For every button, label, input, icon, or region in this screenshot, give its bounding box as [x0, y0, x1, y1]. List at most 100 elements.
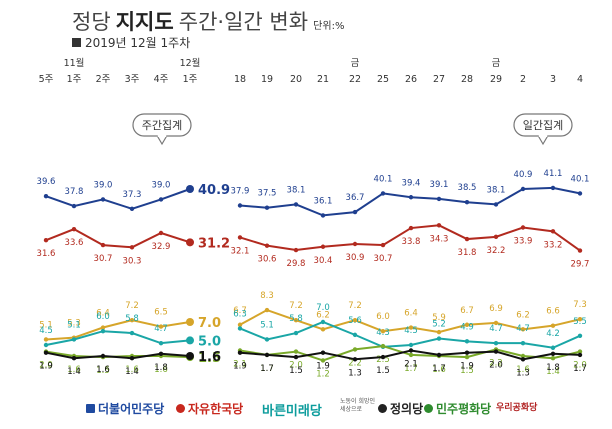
daily-value-label-0-8: 38.5 [458, 183, 477, 193]
legend-item-1: 자유한국당 [176, 400, 243, 417]
daily-value-label-1-4: 30.9 [346, 253, 365, 263]
daily-value-label-4-6: 1.7 [404, 364, 418, 374]
daily-value-label-3-5: 4.3 [376, 328, 390, 338]
daily-value-label-0-12: 40.1 [571, 174, 590, 184]
daily-value-label-4-0: 2.1 [233, 360, 247, 370]
daily-value-label-4-8: 1.5 [460, 366, 474, 376]
daily-point-5-5 [380, 354, 386, 360]
weekly-cat-top-5: 12월 [180, 57, 201, 69]
weekly-point-5-1 [71, 356, 77, 361]
weekly-value-label-0-1: 37.8 [65, 187, 84, 197]
title-bold: 지지도 [115, 10, 174, 34]
daily-cat-6: 26 [405, 74, 417, 85]
weekly-point-3-3 [129, 330, 135, 336]
daily-value-label-4-9: 2.2 [489, 358, 503, 368]
legend-label-4: 정의당 [390, 402, 424, 416]
weekly-point-3-1 [71, 337, 77, 342]
daily-point-5-6 [408, 348, 414, 353]
weekly-point-2-3 [129, 317, 135, 323]
peace-party-logo-icon [424, 404, 433, 413]
weekly-series-line-5 [45, 351, 191, 360]
weekly-value-label-0-3: 37.3 [123, 190, 142, 200]
weekly-series-line-1 [45, 228, 191, 249]
title-light: 정당 [72, 10, 111, 34]
daily-value-label-4-11: 1.4 [546, 367, 560, 377]
daily-value-label-5-2: 1.5 [289, 366, 303, 376]
daily-value-label-1-9: 32.2 [487, 246, 506, 256]
daily-value-label-1-11: 33.2 [544, 240, 563, 250]
daily-value-label-3-11: 4.2 [546, 329, 560, 339]
weekly-value-label-5-5: 1.6 [198, 350, 221, 365]
daily-value-label-1-12: 29.7 [571, 260, 590, 270]
daily-value-label-2-4: 7.2 [348, 301, 362, 311]
daily-value-label-1-5: 30.7 [374, 254, 393, 264]
daily-point-0-4 [352, 209, 358, 215]
daily-value-label-4-10: 1.6 [516, 365, 530, 375]
daily-point-3-12 [577, 333, 583, 338]
daily-cat-9: 29 [490, 74, 502, 85]
daily-value-label-3-8: 4.9 [460, 322, 474, 332]
subtitle-text: 2019년 12월 1주차 [85, 36, 191, 50]
weekly-cat-4: 4주 [154, 74, 169, 85]
daily-point-5-2 [293, 354, 299, 360]
daily-point-0-7 [436, 196, 442, 202]
daily-cat-1: 19 [261, 74, 273, 85]
legend-label-0: 더불어민주당 [98, 402, 165, 416]
daily-value-label-5-9: 2.0 [489, 361, 503, 371]
daily-point-3-11 [550, 345, 556, 350]
daily-value-label-1-2: 29.8 [287, 259, 306, 269]
daily-value-label-2-10: 6.2 [516, 310, 530, 320]
daily-point-5-12 [577, 352, 583, 358]
daily-cat-top-9: 금 [492, 58, 501, 69]
weekly-callout-label: 주간집계 [142, 119, 182, 132]
daily-point-5-7 [436, 352, 442, 358]
weekly-value-label-3-5: 5.0 [198, 334, 221, 349]
daily-point-4-12 [577, 349, 583, 354]
daily-callout-label: 일간집계 [523, 118, 563, 132]
daily-value-label-3-1: 5.1 [260, 320, 274, 330]
daily-value-label-0-3: 36.1 [314, 196, 333, 206]
daily-value-label-3-12: 5.5 [573, 317, 587, 327]
daily-value-label-5-4: 1.3 [348, 368, 362, 378]
daily-point-0-12 [577, 191, 583, 196]
daily-value-label-1-0: 32.1 [231, 246, 250, 256]
weekly-value-label-5-2: 1.6 [96, 365, 110, 375]
daily-point-1-3 [320, 244, 326, 249]
daily-point-4-2 [293, 349, 299, 354]
daily-point-2-5 [380, 329, 386, 334]
daily-value-label-5-6: 2.1 [404, 360, 418, 370]
daily-value-label-0-11: 41.1 [544, 169, 563, 179]
daily-point-5-1 [264, 352, 270, 358]
weekly-value-label-1-3: 30.3 [123, 256, 142, 266]
weekly-value-label-4-2: 1.5 [96, 366, 110, 376]
daily-point-1-6 [408, 225, 414, 231]
weekly-value-label-0-4: 39.0 [152, 180, 171, 190]
weekly-point-5-3 [129, 356, 135, 361]
weekly-value-label-4-5: 1.5 [198, 351, 221, 366]
daily-cat-10: 2 [520, 74, 526, 85]
daily-cat-top-4: 금 [351, 58, 360, 69]
daily-point-0-8 [464, 200, 470, 205]
legend-item-3: 노동이 희망인 세상으로 [340, 398, 378, 414]
daily-point-0-1 [264, 205, 270, 210]
weekly-series-line-3 [45, 330, 191, 346]
weekly-value-label-4-3: 1.6 [125, 365, 139, 375]
daily-point-5-4 [352, 357, 358, 362]
daily-point-3-2 [293, 330, 299, 336]
legend-label-1: 자유한국당 [188, 402, 244, 416]
weekly-value-label-1-1: 33.6 [65, 238, 84, 248]
weekly-value-label-3-0: 4.5 [39, 326, 53, 336]
daily-value-label-4-12: 2.0 [573, 361, 587, 371]
weekly-value-label-3-3: 5.8 [125, 314, 139, 324]
daily-value-label-0-9: 38.1 [487, 185, 506, 195]
daily-value-label-3-6: 4.5 [404, 326, 418, 336]
weekly-series-line-0 [45, 188, 191, 210]
weekly-point-1-5 [186, 238, 194, 247]
legend-label-2: 바른미래당 [262, 404, 322, 419]
weekly-point-1-4 [158, 230, 164, 236]
daily-point-1-4 [352, 241, 358, 247]
daily-point-1-7 [436, 223, 442, 228]
daily-value-label-3-3: 7.0 [316, 303, 330, 313]
weekly-point-5-0 [43, 350, 49, 355]
